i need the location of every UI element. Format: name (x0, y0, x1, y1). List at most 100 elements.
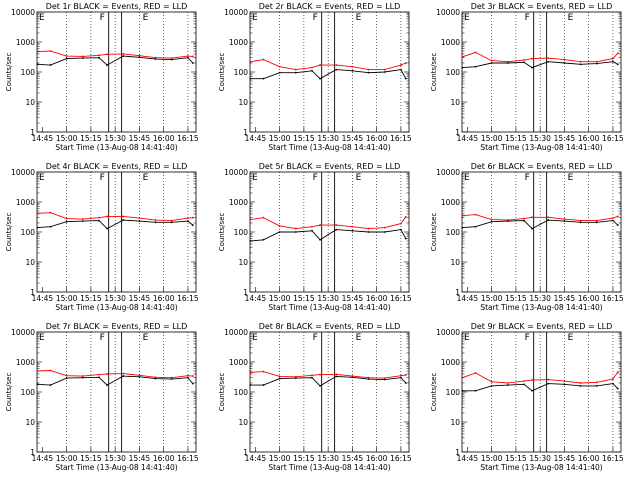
data-point-lld (319, 64, 321, 66)
x-tick-label: 15:45 (129, 134, 151, 143)
data-point-lld (579, 60, 582, 63)
data-point-events (65, 377, 68, 380)
data-point-lld (81, 375, 84, 377)
x-axis-label: Start Time (13-Aug-08 14:41:40) (55, 463, 177, 472)
panel-det-6: Det 6r BLACK = Events, RED = LLD 1 10 100 10… (430, 162, 624, 312)
series-line-lld (462, 214, 618, 222)
series-line-lld (462, 371, 619, 384)
data-point-lld (191, 375, 194, 377)
data-point-events (523, 61, 525, 64)
annotation-e: E (568, 333, 574, 343)
annotation-e: E (39, 13, 45, 23)
plot-frame (36, 331, 197, 453)
data-point-lld (65, 55, 68, 57)
y-tick-label: 1000 (229, 198, 248, 207)
y-tick-label: 1000 (229, 358, 248, 367)
series-line-events (37, 219, 194, 230)
data-point-events (49, 225, 52, 228)
data-point-lld (531, 57, 533, 60)
data-point-lld (474, 372, 477, 374)
data-point-lld (367, 376, 370, 379)
series-line-lld (37, 370, 193, 379)
annotation-f: F (313, 13, 318, 23)
y-tick-label: 1000 (229, 38, 248, 47)
data-point-events (278, 377, 281, 380)
annotation-f: F (525, 333, 530, 343)
data-point-lld (595, 219, 598, 222)
data-point-lld (506, 219, 509, 221)
x-tick-label: 15:15 (80, 134, 102, 143)
data-point-events (531, 66, 533, 69)
y-axis-label: Counts/sec (5, 53, 13, 92)
x-tick-label: 16:00 (366, 134, 388, 143)
annotation-e: E (252, 173, 258, 183)
data-point-events (65, 57, 68, 60)
series-line-events (462, 61, 619, 69)
y-tick-label: 1000 (441, 38, 460, 47)
data-point-events (383, 378, 386, 381)
annotation-e: E (39, 173, 45, 183)
data-point-events (65, 220, 68, 223)
data-point-events (351, 229, 354, 232)
x-tick-label: 15:30 (317, 294, 339, 303)
data-point-lld (523, 380, 525, 383)
series-line-lld (250, 371, 406, 379)
y-axis-label: Counts/sec (430, 53, 438, 92)
data-point-lld (65, 217, 68, 220)
series-line-lld (250, 59, 406, 71)
data-point-lld (506, 60, 509, 63)
data-point-events (612, 60, 614, 63)
y-tick-label: 10 (25, 418, 35, 427)
panel-title: Det 7r BLACK = Events, RED = LLD (46, 322, 188, 331)
series-line-events (250, 375, 407, 387)
panel-det-7: Det 7r BLACK = Events, RED = LLD 1 10 100 10… (5, 322, 199, 472)
y-tick-label: 100 (234, 388, 249, 397)
data-point-events (616, 224, 619, 226)
data-point-events (138, 220, 141, 223)
y-tick-label: 100 (21, 388, 36, 397)
y-tick-label: 100 (446, 388, 461, 397)
data-point-lld (383, 226, 386, 229)
data-point-events (187, 56, 189, 59)
data-point-events (98, 219, 100, 222)
x-tick-label: 15:15 (80, 454, 102, 463)
data-point-events (191, 382, 194, 385)
annotation-f: F (313, 173, 318, 183)
data-point-events (595, 221, 598, 224)
y-tick-label: 10 (450, 418, 460, 427)
x-tick-label: 15:00 (269, 134, 291, 143)
data-point-lld (49, 211, 52, 214)
data-point-lld (490, 59, 493, 62)
x-tick-label: 15:45 (554, 454, 576, 463)
annotation-e: E (464, 173, 470, 183)
y-tick-label: 10000 (11, 328, 35, 337)
data-point-lld (49, 50, 52, 52)
x-tick-label: 15:30 (104, 134, 126, 143)
data-point-lld (154, 56, 157, 59)
data-point-lld (547, 216, 550, 219)
data-point-events (81, 376, 84, 379)
data-point-events (461, 66, 464, 69)
x-tick-label: 15:45 (129, 294, 151, 303)
y-tick-label: 10 (238, 418, 248, 427)
annotation-e: E (464, 333, 470, 343)
data-point-events (187, 376, 189, 379)
data-point-lld (262, 370, 265, 373)
data-point-lld (523, 59, 525, 61)
panel-det-2: Det 2r BLACK = Events, RED = LLD 1 10 100 10… (218, 2, 412, 152)
series-line-lld (37, 50, 193, 59)
data-point-lld (612, 217, 614, 220)
data-point-lld (187, 217, 189, 220)
y-tick-label: 100 (234, 68, 249, 77)
data-point-lld (563, 218, 566, 220)
data-point-lld (612, 57, 614, 60)
data-point-lld (170, 219, 173, 222)
data-point-lld (98, 216, 100, 219)
x-tick-label: 15:00 (481, 134, 503, 143)
x-tick-label: 14:45 (32, 134, 54, 143)
data-point-lld (579, 219, 582, 222)
y-axis-label: Counts/sec (218, 53, 226, 92)
y-tick-label: 10 (238, 98, 248, 107)
data-point-events (531, 227, 533, 230)
x-tick-label: 15:00 (269, 454, 291, 463)
